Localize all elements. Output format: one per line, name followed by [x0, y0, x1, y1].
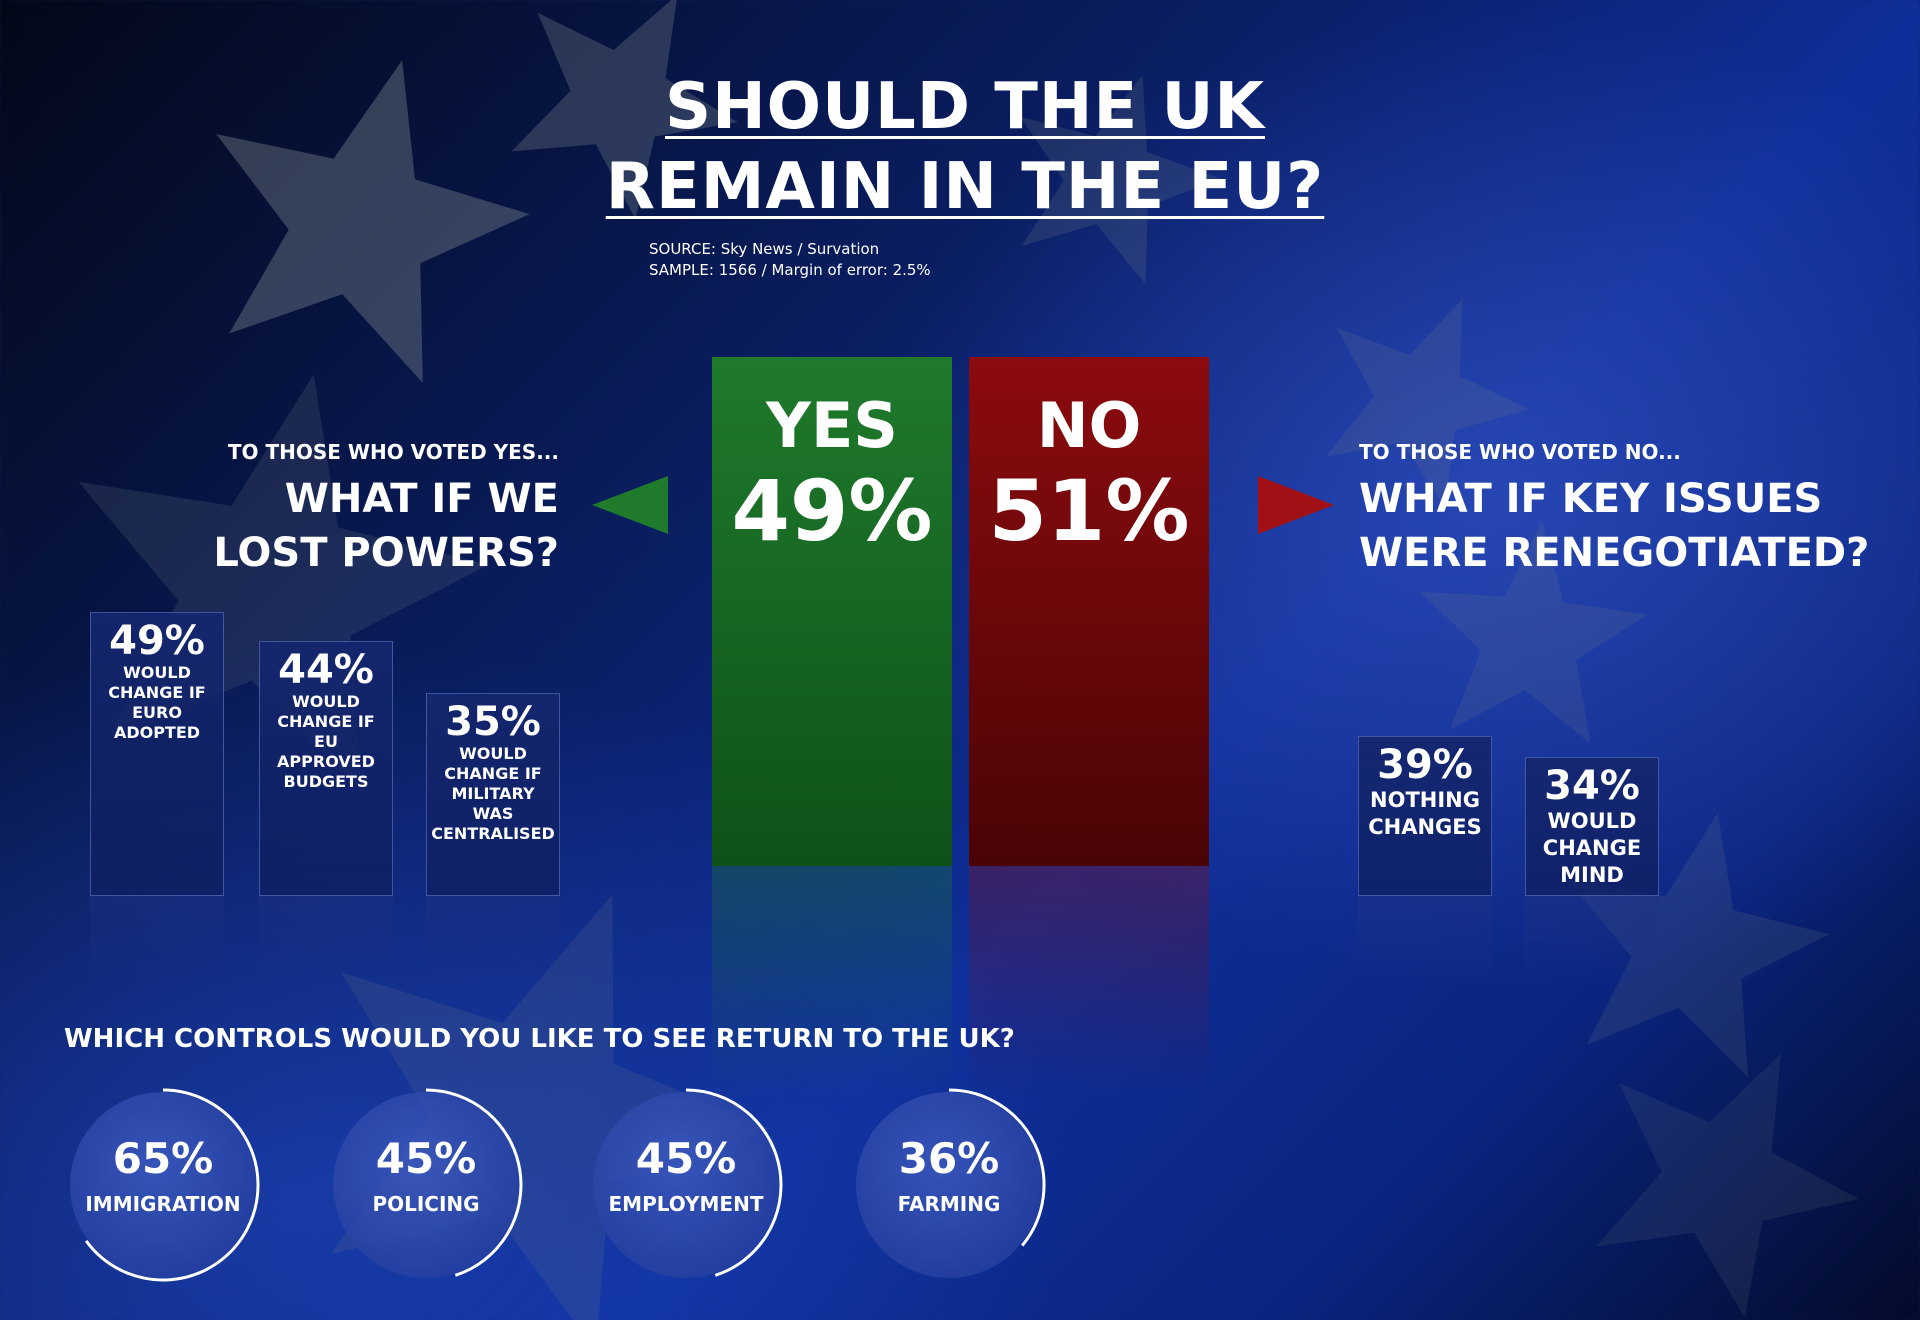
- yes-voters-kicker: TO THOSE WHO VOTED YES...: [227, 440, 559, 464]
- controls-value: 65%: [112, 1134, 214, 1183]
- title-line-1: SHOULD THE UK: [665, 70, 1265, 144]
- controls-label: IMMIGRATION: [85, 1192, 241, 1216]
- renegotiated-bar-label: WOULD CHANGE MIND: [1542, 808, 1642, 887]
- controls-arc-farming: [948, 1088, 1046, 1247]
- title-line-2: REMAIN IN THE EU?: [605, 150, 1325, 224]
- star-icon: [1568, 812, 1830, 1078]
- yes-value-label: 49%: [731, 462, 933, 560]
- lost-powers-bar-euro: 49% WOULD CHANGE IF EURO ADOPTED: [90, 611, 224, 896]
- star-icon: [511, 0, 738, 219]
- controls-arc-immigration: [84, 1088, 260, 1282]
- renegotiated-bar-nothing-changes: 39% NOTHING CHANGES: [1358, 736, 1492, 896]
- lost-powers-bar-value: 44%: [278, 646, 374, 693]
- renegotiated-bar-value: 39%: [1377, 742, 1473, 789]
- renegotiated-bar-value: 34%: [1544, 762, 1640, 809]
- no-voters-kicker: TO THOSE WHO VOTED NO...: [1359, 440, 1681, 464]
- controls-question: WHICH CONTROLS WOULD YOU LIKE TO SEE RET…: [64, 1024, 1015, 1054]
- yes-label: YES: [766, 389, 898, 462]
- yes-voters-heading-line-1: WHAT IF WE: [284, 476, 559, 522]
- controls-arc-mark: [84, 1088, 260, 1282]
- controls-arc-employment: [685, 1088, 783, 1277]
- source-text: SOURCE: Sky News / Survation: [649, 240, 880, 258]
- controls-arc-mark: [425, 1088, 523, 1277]
- no-bar: NO 51%: [969, 357, 1209, 866]
- renegotiated-bar-label: NOTHING CHANGES: [1368, 788, 1482, 840]
- no-voters-heading-line-2: WERE RENEGOTIATED?: [1359, 530, 1870, 576]
- lost-powers-bar-value: 35%: [445, 699, 541, 745]
- controls-label: POLICING: [372, 1192, 480, 1216]
- star-icon: [1420, 520, 1648, 744]
- star-icon: [1325, 298, 1530, 508]
- star-icon: [1020, 74, 1220, 285]
- controls-circle-farming: 36% FARMING: [856, 1092, 1042, 1278]
- lost-powers-bar-label: WOULD CHANGE IF EURO ADOPTED: [108, 662, 206, 742]
- controls-label: FARMING: [897, 1192, 1001, 1216]
- star-icon: [216, 60, 530, 384]
- no-voters-heading-line-1: WHAT IF KEY ISSUES: [1359, 476, 1823, 522]
- lost-powers-bar-value: 49%: [109, 617, 205, 664]
- left-arrow-icon: [592, 476, 668, 534]
- renegotiated-bar-change-mind: 34% WOULD CHANGE MIND: [1525, 756, 1659, 896]
- lost-powers-bar-budgets: 44% WOULD CHANGE IF EU APPROVED BUDGETS: [259, 640, 393, 896]
- controls-arc-policing: [425, 1088, 523, 1277]
- lost-powers-bar-military: 35% WOULD CHANGE IF MILITARY WAS CENTRALISE…: [426, 693, 560, 896]
- controls-value: 45%: [635, 1134, 737, 1183]
- controls-circle-employment: 45% EMPLOYMENT: [593, 1092, 779, 1278]
- bar-reflection: [1358, 896, 1492, 986]
- controls-value: 36%: [898, 1134, 1000, 1183]
- sample-text: SAMPLE: 1566 / Margin of error: 2.5%: [649, 261, 931, 279]
- bar-reflection: [90, 896, 224, 986]
- no-label: NO: [1036, 389, 1142, 462]
- controls-arc-mark: [685, 1088, 783, 1277]
- right-arrow-icon: [1258, 476, 1334, 534]
- controls-circle-policing: 45% POLICING: [333, 1092, 519, 1278]
- no-value-label: 51%: [988, 462, 1190, 560]
- yes-voters-heading-line-2: LOST POWERS?: [213, 530, 559, 576]
- controls-circle-immigration: 65% IMMIGRATION: [70, 1092, 256, 1278]
- controls-label: EMPLOYMENT: [608, 1192, 764, 1216]
- lost-powers-bar-label: WOULD CHANGE IF EU APPROVED BUDGETS: [277, 691, 375, 791]
- no-bar-reflection: [969, 866, 1209, 1096]
- controls-arc-mark: [948, 1088, 1046, 1247]
- lost-powers-bar-label: WOULD CHANGE IF MILITARY WAS CENTRALISED: [431, 744, 555, 843]
- yes-bar: YES 49%: [712, 357, 952, 866]
- yes-bar-reflection: [712, 866, 952, 1096]
- controls-value: 45%: [375, 1134, 477, 1183]
- bar-reflection: [259, 896, 393, 986]
- star-icon: [1596, 1053, 1859, 1318]
- bar-reflection: [1525, 896, 1659, 986]
- bar-reflection: [426, 896, 560, 986]
